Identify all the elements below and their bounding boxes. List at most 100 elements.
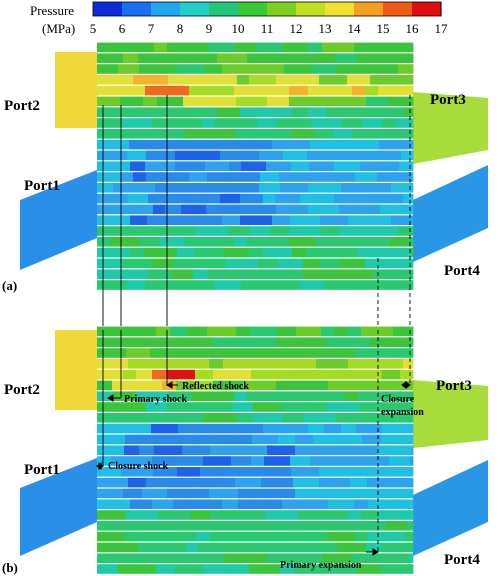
channel-cell [258,467,292,477]
channel-cell [275,193,301,204]
channel-cell [395,280,414,290]
port2-label: Port2 [4,98,40,114]
channel-cell [120,129,140,139]
channel-cell [251,369,275,380]
channel-cell [243,521,257,531]
channel-cell [120,172,134,182]
channel-cell [146,150,176,161]
channel-cell [270,226,290,236]
channel-cell [280,391,308,401]
channel-cell [358,391,371,401]
channel-cell [361,326,394,337]
channel-cell [169,391,193,401]
channel-cell [112,380,136,391]
channel-cell [347,269,374,279]
channel-cell [298,510,327,520]
channel-cell [113,183,128,193]
channel-cell [307,391,322,401]
channel-cell [263,359,297,369]
channel-cell [389,380,414,391]
channel-cell [130,247,145,258]
channel-cell [396,118,414,128]
channel-cell [381,564,411,574]
channel-cell [194,380,214,391]
channel-cell [310,369,327,380]
channel-cell [149,359,179,369]
channel-cell [396,413,411,423]
channel-cell [156,564,176,574]
colorbar-title-line2: (MPa) [42,21,75,36]
channel-cell [217,477,236,488]
channel-cell [249,75,277,85]
channel-cell [158,510,192,520]
channel-cell [214,96,237,107]
channel-cell [292,247,307,258]
channel-cell [351,553,370,563]
channel-cell [404,107,414,117]
channel-cell [310,139,331,150]
channel-cell [97,369,124,380]
channel-cell [152,456,174,466]
channel-cell [259,183,281,193]
channel-cell [263,193,276,204]
channel-cell [196,337,213,347]
channel-cell [128,193,149,204]
channel-cell [97,337,130,347]
channel-cell [342,445,366,455]
channel-cell [354,42,369,53]
channel-cell [400,75,414,85]
channel-cell [326,510,349,520]
channel-cell [399,161,414,171]
channel-cell [97,391,115,401]
channel-cell [345,391,359,401]
channel-cell [300,280,325,290]
channel-cell [145,85,175,96]
channel-cell [403,510,414,520]
channel-cell [306,247,336,258]
channel-cell [174,85,190,96]
channel-cell [97,477,129,488]
channel-cell [147,215,174,225]
channel-cell [183,96,215,107]
channel-cell [196,531,211,542]
channel-cell [214,280,242,290]
channel-cell [391,183,414,193]
channel-cell [224,553,251,563]
channel-cell [398,226,413,236]
channel-cell [97,348,127,358]
channel-cell [249,247,264,258]
channel-cell [109,75,134,85]
channel-cell [226,258,245,269]
channel-cell [235,129,265,139]
closure-expansion-label-2: expansion [381,407,424,418]
channel-cell [189,172,208,182]
channel-cell [304,413,320,423]
channel-cell [209,488,239,499]
channel-cell [356,423,383,434]
port2-label: Port2 [4,382,40,398]
channel-cell [384,129,414,139]
channel-cell [309,161,335,171]
channel-cell [365,445,378,455]
channel-cell [366,96,388,107]
channel-cell [324,542,338,553]
channel-cell [375,359,404,369]
channel-cell [161,172,176,182]
channel-cell [341,150,364,161]
channel-cell [369,553,391,563]
channel-cell [152,499,174,509]
channel-cell [203,456,232,466]
channel-cell [198,258,227,269]
channel-cell [252,64,285,74]
channel-cell [368,531,385,542]
channel-cell [97,247,131,258]
channel-cell [152,369,168,380]
channel-cell [366,542,382,553]
channel-cell [230,53,248,63]
channel-cell [205,139,220,150]
channel-cell [167,369,196,380]
channel-cell [319,413,337,423]
channel-cell [125,553,158,563]
channel-cell [321,226,340,236]
channel-cell [227,564,250,574]
